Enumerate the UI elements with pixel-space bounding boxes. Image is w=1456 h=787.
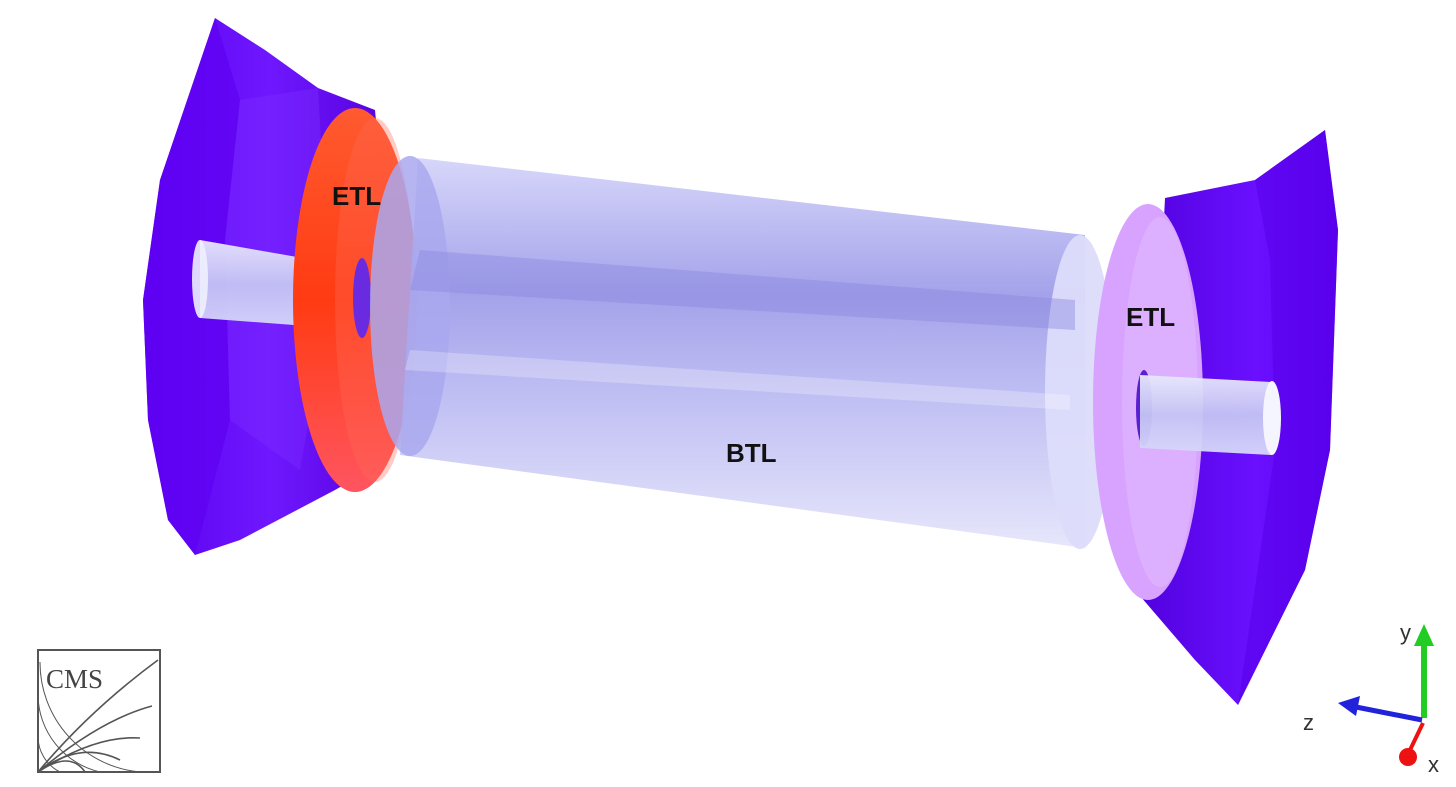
etl-right-label: ETL bbox=[1126, 302, 1175, 332]
right-endcap-facet bbox=[1238, 130, 1338, 705]
cms-logo-text: CMS bbox=[46, 664, 103, 694]
axis-triad: y z x bbox=[1303, 620, 1439, 777]
z-axis-label: z bbox=[1303, 710, 1314, 735]
barrel-btl bbox=[370, 156, 1115, 549]
etl-left-hole bbox=[353, 258, 371, 338]
left-endcap-facet bbox=[143, 18, 240, 555]
etl-left-label: ETL bbox=[332, 181, 381, 211]
x-axis-label: x bbox=[1428, 752, 1439, 777]
cms-logo: CMS bbox=[37, 649, 161, 773]
x-axis-arrow bbox=[1408, 722, 1425, 751]
y-axis-label: y bbox=[1400, 620, 1411, 645]
right-beam-tube bbox=[1140, 375, 1281, 455]
z-axis-arrow bbox=[1355, 704, 1423, 723]
btl-label: BTL bbox=[726, 438, 777, 468]
